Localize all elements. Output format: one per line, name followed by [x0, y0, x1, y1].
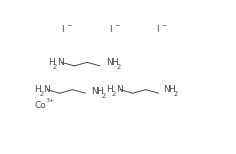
Text: −: − — [67, 22, 72, 28]
Text: 2: 2 — [111, 91, 116, 97]
Text: N: N — [116, 85, 122, 94]
Text: H: H — [168, 85, 175, 94]
Text: I: I — [157, 25, 159, 34]
Text: 2: 2 — [117, 64, 121, 70]
Text: I: I — [109, 25, 112, 34]
Text: N: N — [44, 85, 50, 94]
Text: N: N — [106, 58, 113, 67]
Text: 2: 2 — [101, 93, 106, 99]
Text: 2: 2 — [174, 91, 178, 97]
Text: 3+: 3+ — [45, 98, 55, 103]
Text: N: N — [91, 87, 97, 96]
Text: N: N — [57, 58, 64, 67]
Text: H: H — [106, 85, 113, 94]
Text: 2: 2 — [53, 64, 57, 70]
Text: H: H — [111, 58, 118, 67]
Text: H: H — [48, 58, 55, 67]
Text: N: N — [163, 85, 170, 94]
Text: H: H — [96, 87, 103, 96]
Text: Co: Co — [34, 101, 46, 109]
Text: −: − — [162, 22, 167, 28]
Text: I: I — [62, 25, 64, 34]
Text: 2: 2 — [39, 91, 43, 97]
Text: H: H — [34, 85, 41, 94]
Text: −: − — [114, 22, 119, 28]
